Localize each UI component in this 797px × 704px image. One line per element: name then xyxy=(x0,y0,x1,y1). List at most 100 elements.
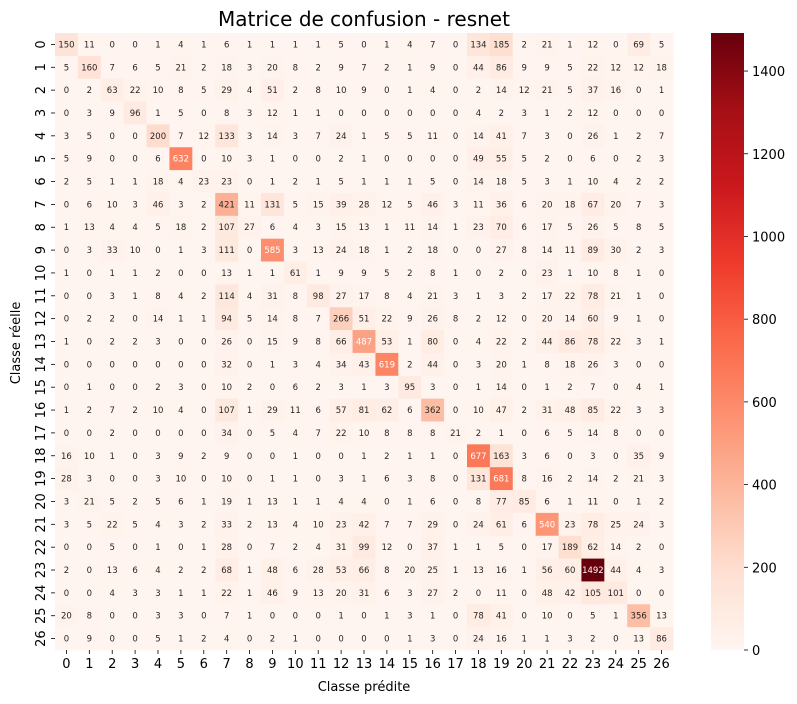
cell-label-1-3: 6 xyxy=(132,63,137,73)
cell-label-4-17: 0 xyxy=(453,132,458,142)
cell-label-20-4: 5 xyxy=(155,497,160,507)
cell-label-10-9: 1 xyxy=(270,269,275,279)
cell-0-14 xyxy=(375,33,399,57)
cell-label-18-0: 16 xyxy=(61,452,72,462)
cell-20-14 xyxy=(375,490,399,514)
cell-label-19-0: 28 xyxy=(61,475,72,485)
cell-26-16 xyxy=(421,627,445,651)
cell-20-2 xyxy=(100,490,125,514)
cell-label-9-20: 8 xyxy=(522,246,527,256)
cell-9-20 xyxy=(512,238,537,262)
cell-19-24 xyxy=(604,467,628,491)
cell-26-21 xyxy=(535,627,559,651)
cell-0-7 xyxy=(215,33,239,57)
cell-label-14-10: 3 xyxy=(293,360,298,370)
cell-label-20-16: 6 xyxy=(430,497,435,507)
cell-label-25-21: 10 xyxy=(542,612,553,622)
cell-label-24-7: 22 xyxy=(221,589,232,599)
cell-23-2 xyxy=(100,558,125,582)
cell-label-3-0: 0 xyxy=(64,109,69,119)
cell-label-16-5: 4 xyxy=(178,406,183,416)
cell-label-21-14: 7 xyxy=(384,520,389,530)
cell-21-23 xyxy=(581,512,605,537)
cell-label-4-9: 14 xyxy=(267,132,278,142)
cell-7-23 xyxy=(581,192,605,217)
cell-label-9-11: 13 xyxy=(313,246,324,256)
cell-18-26 xyxy=(650,444,674,468)
cell-label-4-5: 7 xyxy=(178,132,183,142)
cell-label-5-17: 0 xyxy=(453,155,458,165)
cell-label-16-3: 2 xyxy=(132,406,137,416)
cell-label-26-3: 0 xyxy=(132,635,137,645)
cell-12-17 xyxy=(444,307,468,331)
cell-label-13-21: 44 xyxy=(542,338,553,348)
cell-label-18-10: 1 xyxy=(293,452,298,462)
x-axis-label: Classe prédite xyxy=(318,680,411,695)
cell-label-15-9: 0 xyxy=(270,383,275,393)
x-tick-label-24: 24 xyxy=(608,657,625,672)
cell-label-11-25: 1 xyxy=(636,292,641,302)
cell-25-1 xyxy=(77,604,102,628)
cell-label-14-22: 18 xyxy=(565,360,576,370)
cell-label-10-11: 1 xyxy=(316,269,321,279)
cell-13-18 xyxy=(467,330,491,354)
cell-label-14-5: 0 xyxy=(178,360,183,370)
cell-22-21 xyxy=(535,535,559,559)
cell-24-18 xyxy=(467,581,491,605)
cell-label-24-22: 42 xyxy=(565,589,576,599)
cell-14-4 xyxy=(146,352,170,377)
cell-6-26 xyxy=(650,170,674,194)
cell-label-3-12: 0 xyxy=(338,109,343,119)
cell-label-11-4: 8 xyxy=(155,292,160,302)
cell-label-12-24: 9 xyxy=(613,315,618,325)
cell-label-16-12: 57 xyxy=(336,406,347,416)
cell-label-22-22: 189 xyxy=(562,543,578,553)
cell-label-14-26: 0 xyxy=(659,360,664,370)
cell-22-13 xyxy=(352,535,376,559)
cell-11-6 xyxy=(192,284,216,308)
cell-label-9-13: 18 xyxy=(359,246,370,256)
cell-label-11-22: 22 xyxy=(565,292,576,302)
cell-label-6-18: 14 xyxy=(473,178,484,188)
cell-label-8-13: 13 xyxy=(359,223,370,233)
cell-label-21-7: 33 xyxy=(221,520,232,530)
cell-5-16 xyxy=(421,147,445,171)
cell-label-23-15: 20 xyxy=(404,566,415,576)
cell-label-17-6: 0 xyxy=(201,429,206,439)
cell-24-2 xyxy=(100,581,125,605)
cell-label-0-16: 7 xyxy=(430,40,435,50)
cell-1-11 xyxy=(306,55,331,80)
cell-10-14 xyxy=(375,261,399,285)
cell-label-1-22: 5 xyxy=(567,63,572,73)
cell-16-18 xyxy=(467,398,491,422)
cell-label-10-16: 8 xyxy=(430,269,435,279)
cell-10-4 xyxy=(146,261,170,285)
cell-label-19-24: 2 xyxy=(613,475,618,485)
cell-25-12 xyxy=(329,604,353,628)
cell-22-4 xyxy=(146,535,170,559)
cell-label-24-14: 6 xyxy=(384,589,389,599)
cell-label-4-7: 133 xyxy=(219,132,235,142)
cell-label-24-12: 20 xyxy=(336,589,347,599)
cell-label-5-21: 2 xyxy=(544,155,549,165)
cell-label-26-9: 2 xyxy=(270,635,275,645)
cell-13-26 xyxy=(650,330,674,354)
cell-label-10-19: 2 xyxy=(499,269,504,279)
cell-label-3-15: 0 xyxy=(407,109,412,119)
cell-23-1 xyxy=(77,558,102,582)
cell-10-12 xyxy=(329,261,353,285)
cell-9-13 xyxy=(352,238,376,262)
cell-5-23 xyxy=(581,147,605,171)
cell-label-14-2: 0 xyxy=(110,360,115,370)
cell-16-23 xyxy=(581,398,605,422)
cell-25-4 xyxy=(146,604,170,628)
cell-label-12-23: 60 xyxy=(587,315,598,325)
cell-label-26-12: 0 xyxy=(338,635,343,645)
cell-label-5-15: 0 xyxy=(407,155,412,165)
cell-19-14 xyxy=(375,467,399,491)
cell-24-26 xyxy=(650,581,674,605)
cell-label-17-8: 0 xyxy=(247,429,252,439)
cell-11-14 xyxy=(375,284,399,308)
cell-label-25-15: 3 xyxy=(407,612,412,622)
cell-26-10 xyxy=(283,627,308,651)
